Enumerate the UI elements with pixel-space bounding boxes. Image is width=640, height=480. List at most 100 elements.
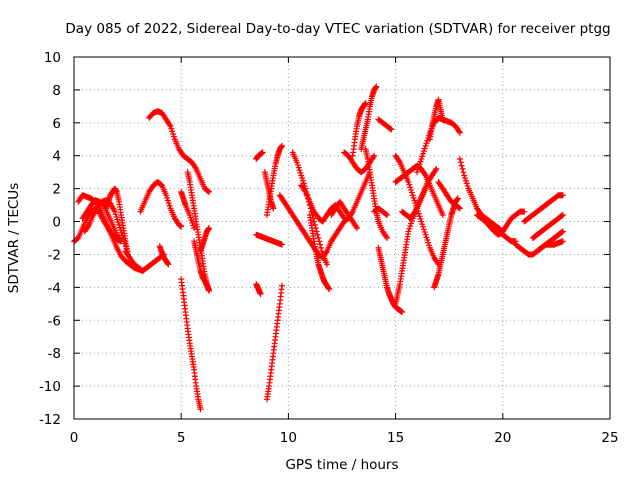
data-point: [433, 165, 440, 172]
data-point-interp: [458, 162, 465, 169]
data-point-interp: [416, 161, 423, 168]
data-point-interp: [406, 181, 413, 188]
data-point: [191, 225, 198, 232]
data-series: [71, 83, 566, 413]
data-point: [165, 261, 172, 268]
data-point-interp: [463, 180, 470, 187]
data-point-interp: [164, 194, 171, 201]
data-point-interp: [316, 238, 323, 245]
data-point: [206, 225, 213, 232]
data-point-interp: [426, 242, 433, 249]
chart-title: Day 085 of 2022, Sidereal Day-to-day VTE…: [65, 21, 610, 37]
series-arc-15: [253, 149, 266, 163]
y-tick-label: 10: [44, 50, 61, 66]
series-arc-46: [521, 192, 566, 225]
data-point-interp: [314, 231, 321, 238]
data-point: [422, 231, 429, 238]
data-point-interp: [407, 223, 414, 230]
series-arc-42: [456, 156, 506, 235]
data-point: [414, 169, 421, 176]
x-tick-label: 10: [280, 430, 297, 446]
series-arc-27: [341, 149, 378, 176]
data-point-interp: [297, 169, 304, 176]
data-point: [559, 211, 566, 218]
data-point: [456, 205, 463, 212]
data-point-interp: [383, 233, 390, 240]
data-point: [439, 116, 446, 123]
data-point-interp: [301, 187, 308, 194]
data-point-interp: [205, 188, 212, 195]
series-arc-32: [375, 116, 395, 133]
data-point-interp: [164, 197, 171, 204]
data-point-interp: [192, 164, 199, 171]
data-point-interp: [424, 236, 431, 243]
data-point-interp: [420, 223, 427, 230]
series-arc-14: [197, 225, 213, 255]
data-point: [384, 211, 391, 218]
series-arc-36: [392, 162, 446, 218]
data-point: [178, 223, 185, 230]
series-arc-07: [137, 179, 185, 230]
data-point-interp: [420, 226, 427, 233]
y-tick-label: -8: [48, 346, 61, 362]
x-tick-label: 5: [177, 430, 186, 446]
data-point-interp: [387, 125, 394, 132]
y-tick-label: 4: [52, 149, 61, 165]
data-point: [167, 123, 174, 130]
x-tick-label: 0: [70, 430, 79, 446]
data-point: [362, 100, 369, 107]
data-point: [163, 192, 170, 199]
data-point-interp: [410, 194, 417, 201]
data-point-interp: [348, 209, 355, 216]
series-arc-16: [253, 281, 264, 297]
data-point-interp: [115, 219, 122, 226]
data-point-interp: [421, 171, 428, 178]
data-point-interp: [170, 133, 177, 140]
y-tick-label: 0: [52, 215, 61, 231]
series-arc-22: [289, 149, 330, 268]
data-point-interp: [383, 211, 390, 218]
data-point-interp: [187, 214, 194, 221]
series-arc-20: [261, 169, 277, 212]
data-point-interp: [420, 148, 427, 155]
data-point: [298, 172, 305, 179]
data-point: [311, 218, 318, 225]
data-point-interp: [117, 236, 124, 243]
data-point: [270, 205, 277, 212]
series-arc-34: [392, 185, 429, 307]
series-arc-11: [178, 188, 198, 232]
data-point-interp: [417, 158, 424, 165]
data-point-interp: [113, 213, 120, 220]
series-arc-44: [482, 208, 528, 238]
x-axis-label: GPS time / hours: [285, 457, 398, 473]
data-point: [197, 406, 204, 413]
series-arc-28: [349, 100, 369, 159]
data-point-interp: [165, 200, 172, 207]
data-point: [418, 218, 425, 225]
y-tick-label: -12: [39, 412, 61, 428]
data-point: [559, 228, 566, 235]
plot-frame: [73, 56, 611, 420]
data-point-interp: [406, 225, 413, 232]
data-point-interp: [419, 221, 426, 228]
y-tick-label: 6: [52, 116, 61, 132]
data-point-interp: [456, 128, 463, 135]
series-arc-26: [328, 198, 361, 232]
data-point-interp: [188, 217, 195, 224]
data-point: [326, 286, 333, 293]
data-point-interp: [425, 239, 432, 246]
data-point: [111, 208, 118, 215]
data-point: [116, 221, 123, 228]
x-tick-label: 25: [601, 430, 618, 446]
data-point-interp: [168, 125, 175, 132]
data-point-interp: [462, 175, 469, 182]
series-arc-08: [146, 108, 213, 195]
data-point: [278, 142, 285, 149]
data-point: [405, 228, 412, 235]
data-point-interp: [407, 184, 414, 191]
data-point-interp: [353, 223, 360, 230]
data-point: [399, 309, 406, 316]
data-point: [388, 126, 395, 133]
data-point-interp: [408, 186, 415, 193]
data-point-interp: [411, 209, 418, 216]
